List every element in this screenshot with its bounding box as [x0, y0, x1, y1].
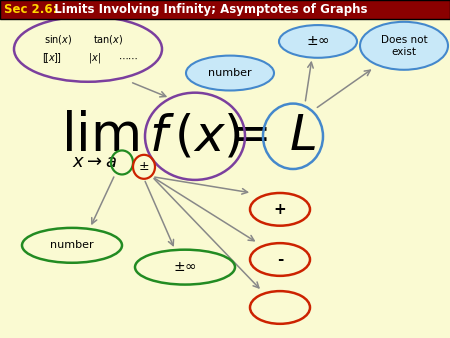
FancyBboxPatch shape — [0, 0, 450, 19]
Ellipse shape — [360, 22, 448, 70]
Text: $|x|$: $|x|$ — [89, 51, 102, 65]
Ellipse shape — [279, 25, 357, 58]
Ellipse shape — [186, 56, 274, 91]
Text: Does not
exist: Does not exist — [381, 35, 428, 56]
Text: $x{\rightarrow}a$: $x{\rightarrow}a$ — [72, 153, 117, 171]
Text: $\pm\infty$: $\pm\infty$ — [173, 260, 197, 274]
Text: Limits Involving Infinity; Asymptotes of Graphs: Limits Involving Infinity; Asymptotes of… — [46, 3, 368, 16]
Text: $\lim$: $\lim$ — [61, 110, 139, 162]
Text: $\pm$: $\pm$ — [139, 160, 149, 173]
Text: $f\,(x)$: $f\,(x)$ — [149, 112, 241, 160]
Text: $\pm\infty$: $\pm\infty$ — [306, 34, 330, 48]
Text: $=\,L$: $=\,L$ — [220, 112, 316, 160]
Text: +: + — [274, 202, 286, 217]
Text: number: number — [50, 240, 94, 250]
Text: $\sin(x)$: $\sin(x)$ — [44, 33, 72, 46]
Text: $\cdots\cdots$: $\cdots\cdots$ — [118, 53, 138, 63]
Text: number: number — [208, 68, 252, 78]
Text: Sec 2.6:: Sec 2.6: — [4, 3, 58, 16]
Text: $[\![x]\!]$: $[\![x]\!]$ — [42, 51, 62, 65]
Text: $\tan(x)$: $\tan(x)$ — [93, 33, 123, 46]
Text: -: - — [277, 252, 283, 267]
